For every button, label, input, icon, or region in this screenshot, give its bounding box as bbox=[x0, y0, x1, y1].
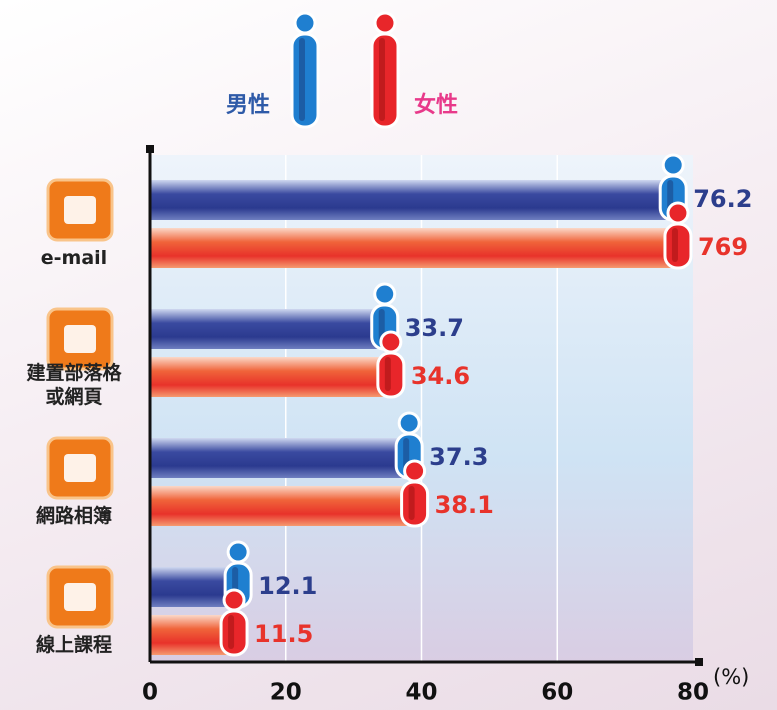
axis-end bbox=[146, 145, 154, 153]
person-head bbox=[403, 459, 427, 483]
person-icon bbox=[219, 588, 249, 657]
value-label: 37.3 bbox=[429, 443, 488, 471]
category-label: 線上課程 bbox=[35, 634, 112, 656]
person-body-shade bbox=[379, 38, 385, 121]
axis-end bbox=[695, 658, 703, 666]
x-tick-label: 40 bbox=[405, 680, 437, 706]
person-head bbox=[379, 330, 403, 354]
value-label: 76.2 bbox=[693, 185, 752, 213]
category-icon-glyph bbox=[64, 454, 96, 482]
value-label: 11.5 bbox=[254, 620, 313, 648]
x-unit: (%) bbox=[713, 665, 749, 689]
bar bbox=[150, 486, 409, 526]
person-icon bbox=[400, 459, 430, 528]
bar bbox=[150, 438, 404, 478]
category-label: 建置部落格 或網頁 bbox=[26, 362, 122, 408]
value-label: 38.1 bbox=[435, 491, 494, 519]
person-head bbox=[373, 11, 397, 35]
person-icon bbox=[370, 11, 400, 129]
person-body-shade bbox=[299, 38, 305, 121]
person-icon bbox=[663, 201, 693, 270]
person-head bbox=[661, 153, 685, 177]
bar bbox=[150, 309, 379, 349]
category-icon-glyph bbox=[64, 325, 96, 353]
bar bbox=[150, 357, 385, 397]
value-label: 34.6 bbox=[411, 362, 470, 390]
category-icon-glyph bbox=[64, 196, 96, 224]
person-head bbox=[373, 282, 397, 306]
person-body-shade bbox=[671, 228, 678, 262]
bar bbox=[150, 567, 233, 607]
x-tick-label: 20 bbox=[270, 680, 302, 706]
person-head bbox=[293, 11, 317, 35]
x-tick-label: 60 bbox=[541, 680, 573, 706]
value-label: 33.7 bbox=[405, 314, 464, 342]
value-label: 12.1 bbox=[258, 572, 317, 600]
category-label: e-mail bbox=[40, 247, 108, 269]
person-body-shade bbox=[384, 357, 391, 391]
bar bbox=[150, 180, 668, 220]
value-label: 769 bbox=[698, 233, 748, 261]
person-head bbox=[222, 588, 246, 612]
category-icon-glyph bbox=[64, 583, 96, 611]
legend-label: 男性 bbox=[226, 93, 270, 118]
person-body-shade bbox=[408, 486, 415, 520]
person-head bbox=[226, 540, 250, 564]
person-head bbox=[666, 201, 690, 225]
x-tick-label: 80 bbox=[677, 680, 709, 706]
person-body-shade bbox=[228, 615, 235, 649]
person-icon bbox=[376, 330, 406, 399]
category-label: 網路相簿 bbox=[35, 505, 112, 527]
legend-label: 女性 bbox=[414, 92, 458, 118]
person-head bbox=[397, 411, 421, 435]
x-tick-label: 0 bbox=[142, 680, 158, 706]
bar bbox=[150, 228, 672, 268]
bar bbox=[150, 615, 229, 655]
person-icon bbox=[290, 11, 320, 129]
